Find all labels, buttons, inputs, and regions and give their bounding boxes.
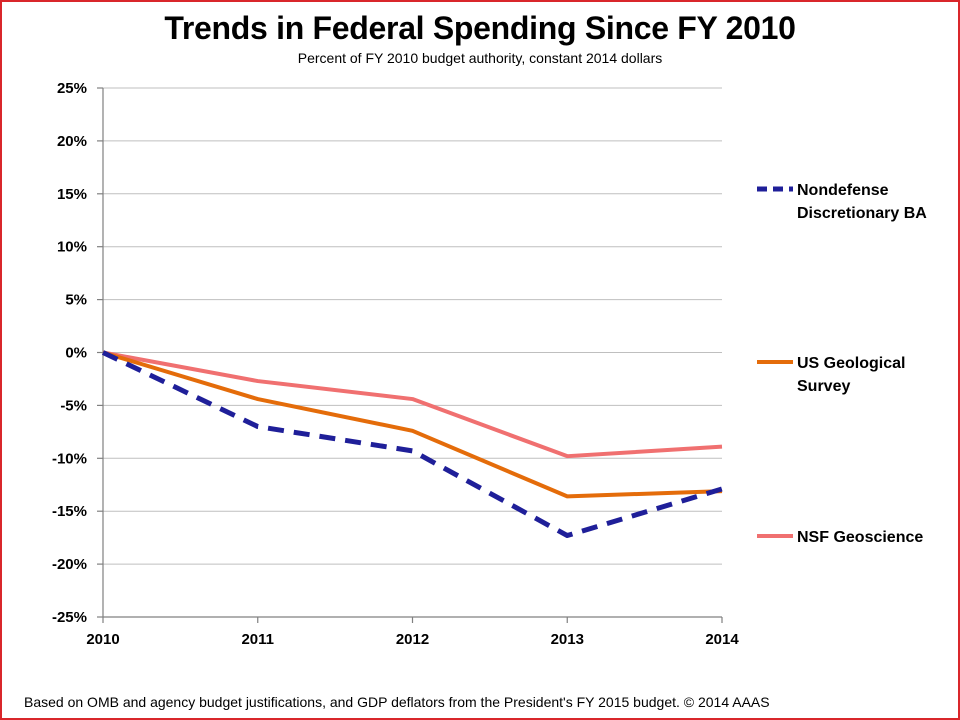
- x-tick-label: 2012: [396, 631, 429, 648]
- legend-label-0: Discretionary BA: [797, 205, 927, 222]
- series-lines: [101, 350, 723, 539]
- y-tick-label: 0%: [65, 345, 87, 362]
- y-tick-label: -15%: [52, 503, 87, 520]
- legend-label-1: Survey: [797, 378, 850, 395]
- y-tick-label: -25%: [52, 609, 87, 626]
- x-tick-label: 2014: [705, 631, 739, 648]
- y-tick-label: 25%: [57, 80, 87, 97]
- legend-label-1: US Geological: [797, 355, 905, 372]
- footer-note: Based on OMB and agency budget justifica…: [24, 694, 770, 710]
- x-tick-label: 2013: [551, 631, 584, 648]
- gridlines: [103, 87, 722, 565]
- x-tick-label: 2010: [86, 631, 119, 648]
- axes: [97, 87, 723, 623]
- series-line-0: [101, 350, 723, 539]
- y-tick-label: -20%: [52, 556, 87, 573]
- x-tick-labels: 2010 2011 2012 2013 2014: [86, 631, 739, 648]
- legend-label-2: NSF Geoscience: [797, 529, 923, 546]
- y-tick-label: -5%: [60, 397, 87, 414]
- chart-title: Trends in Federal Spending Since FY 2010: [164, 10, 796, 46]
- y-tick-label: -10%: [52, 450, 87, 467]
- series-line-2: [102, 350, 723, 459]
- series-line-1: [102, 350, 723, 499]
- y-tick-label: 20%: [57, 133, 87, 150]
- legend-label-0: Nondefense: [797, 182, 889, 199]
- y-tick-label: 10%: [57, 239, 87, 256]
- chart-subtitle: Percent of FY 2010 budget authority, con…: [297, 50, 663, 66]
- y-tick-label: 15%: [57, 186, 87, 203]
- x-tick-label: 2011: [241, 631, 274, 648]
- y-tick-labels: 25% 20% 15% 10% 5% 0% -5% -10% -15% -20% -25%: [52, 80, 87, 626]
- legend: Nondefense Discretionary BA US Geological S…: [757, 182, 927, 546]
- y-tick-label: 5%: [65, 292, 87, 309]
